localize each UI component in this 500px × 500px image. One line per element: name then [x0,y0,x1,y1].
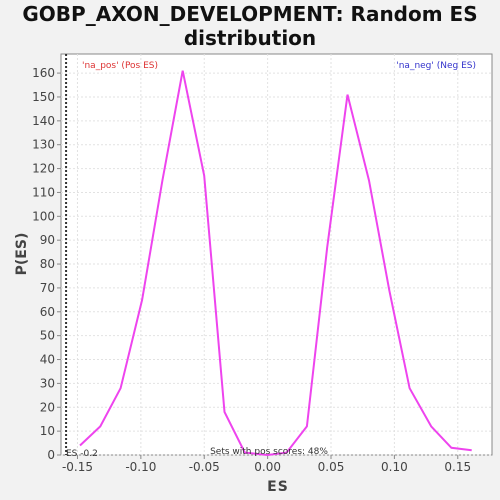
y-tick-label: 90 [40,233,55,247]
y-tick-label: 10 [40,424,55,438]
y-tick-label: 50 [40,329,55,343]
y-tick-label: 30 [40,376,55,390]
y-tick-label: 100 [32,209,55,223]
y-tick-label: 20 [40,400,55,414]
y-axis-ticks: 0 10 20 30 40 50 60 70 80 90 100 110 120 130 140 150 160 [32,66,61,462]
x-axis-label: ES [267,479,289,495]
chart-title-line-2: distribution [183,26,317,50]
grid [61,54,492,456]
pos-es-label: 'na_pos' (Pos ES) [82,61,158,71]
y-tick-label: 60 [40,305,55,319]
y-tick-label: 140 [32,114,55,128]
x-tick-label: 0.10 [381,460,408,474]
y-tick-label: 110 [32,185,55,199]
y-tick-label: 0 [47,448,55,462]
y-tick-label: 150 [32,90,55,104]
y-tick-label: 40 [40,353,55,367]
y-tick-label: 120 [32,162,55,176]
x-tick-label: -0.15 [62,460,93,474]
x-axis-ticks: -0.15 -0.10 -0.05 0.00 0.05 0.10 0.15 [62,455,471,474]
neg-es-label: 'na_neg' (Neg ES) [396,61,476,71]
y-tick-label: 160 [32,66,55,80]
chart-title-line-1: GOBP_AXON_DEVELOPMENT: Random ES [22,2,478,26]
x-tick-label: -0.05 [189,460,220,474]
x-tick-label: 0.00 [254,460,281,474]
y-axis-label: P(ES) [14,233,30,276]
y-tick-label: 80 [40,257,55,271]
chart-title: GOBP_AXON_DEVELOPMENT: Random ES distrib… [0,2,500,50]
y-tick-label: 130 [32,138,55,152]
x-tick-label: 0.05 [318,460,345,474]
x-tick-label: -0.10 [125,460,156,474]
plot-area [60,53,493,456]
y-tick-label: 70 [40,281,55,295]
x-tick-label: 0.15 [444,460,471,474]
series-line [79,70,472,457]
sets-pos-score-text: Sets with pos scores: 48% [210,447,328,457]
es-marker-label: ES -0.2 [66,449,98,459]
